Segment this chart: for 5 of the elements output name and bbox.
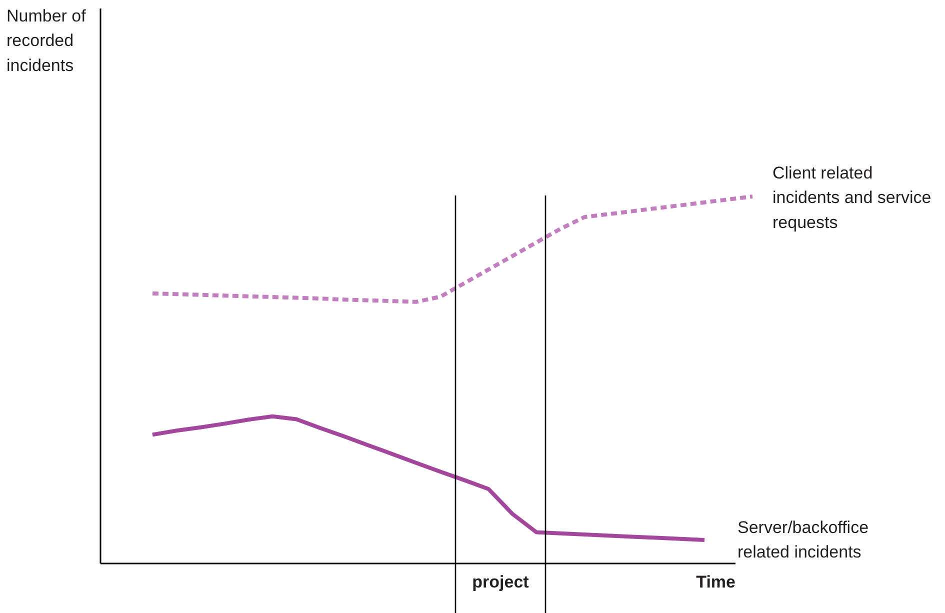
text: project	[472, 572, 530, 592]
text: Number of recorded incidents	[6, 6, 86, 75]
series-label: Server/backoffice related incidents	[738, 518, 869, 562]
series-label: Client related incidents and service requests	[772, 164, 932, 232]
x-axis-title: Time	[696, 572, 736, 592]
